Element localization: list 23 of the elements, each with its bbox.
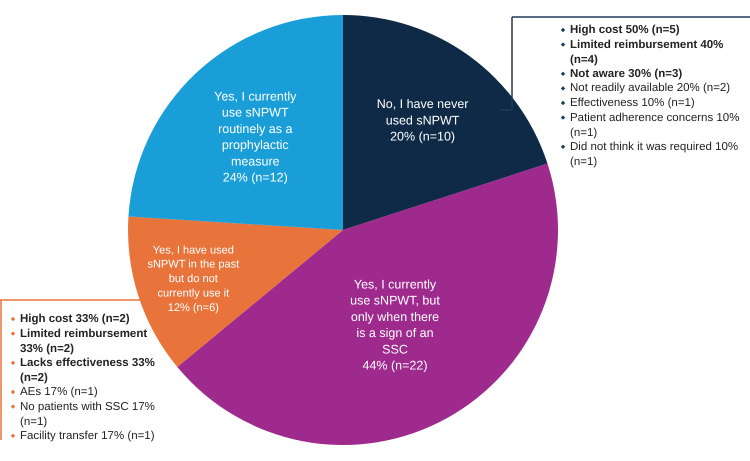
text: Limited reimbursement 33% (n=2) <box>20 328 148 355</box>
text: Facility transfer 17% (n=1) <box>20 430 155 442</box>
text: No patients with SSC 17% (n=1) <box>20 401 155 428</box>
slice-label: Yes, I currently use sNPWT, but only when there is a sign of an SSC <box>350 277 440 356</box>
text: Limited reimbursement 40% (n=4) <box>570 39 724 66</box>
text: High cost 50% (n=5) <box>570 24 680 36</box>
data-label: 44% (n=22) <box>362 358 428 373</box>
slice-label: Yes, I have used sNPWT in the past but do not currently use it <box>147 244 240 300</box>
slice-label: No, I have never used sNPWT <box>376 97 468 128</box>
text: Patient adherence concerns 10% (n=1) <box>570 112 740 139</box>
pie-slice <box>128 15 343 230</box>
text: Not aware 30% (n=3) <box>570 68 682 80</box>
text: AEs 17% (n=1) <box>20 386 98 398</box>
data-label: 24% (n=12) <box>222 170 288 185</box>
text: High cost 33% (n=2) <box>20 313 130 325</box>
data-label: 20% (n=10) <box>390 130 456 144</box>
text: Did not think it was required 10% (n=1) <box>570 141 738 168</box>
pie-slice <box>343 15 548 230</box>
slice-label: Yes, I currently use sNPWT routinely as a prophylactic measure <box>214 89 298 168</box>
text: Lacks effectiveness 33% (n=2) <box>20 357 155 384</box>
text: Effectiveness 10% (n=1) <box>570 97 695 109</box>
text: Not readily available 20% (n=2) <box>570 82 730 94</box>
data-label: 12% (n=6) <box>168 302 219 314</box>
